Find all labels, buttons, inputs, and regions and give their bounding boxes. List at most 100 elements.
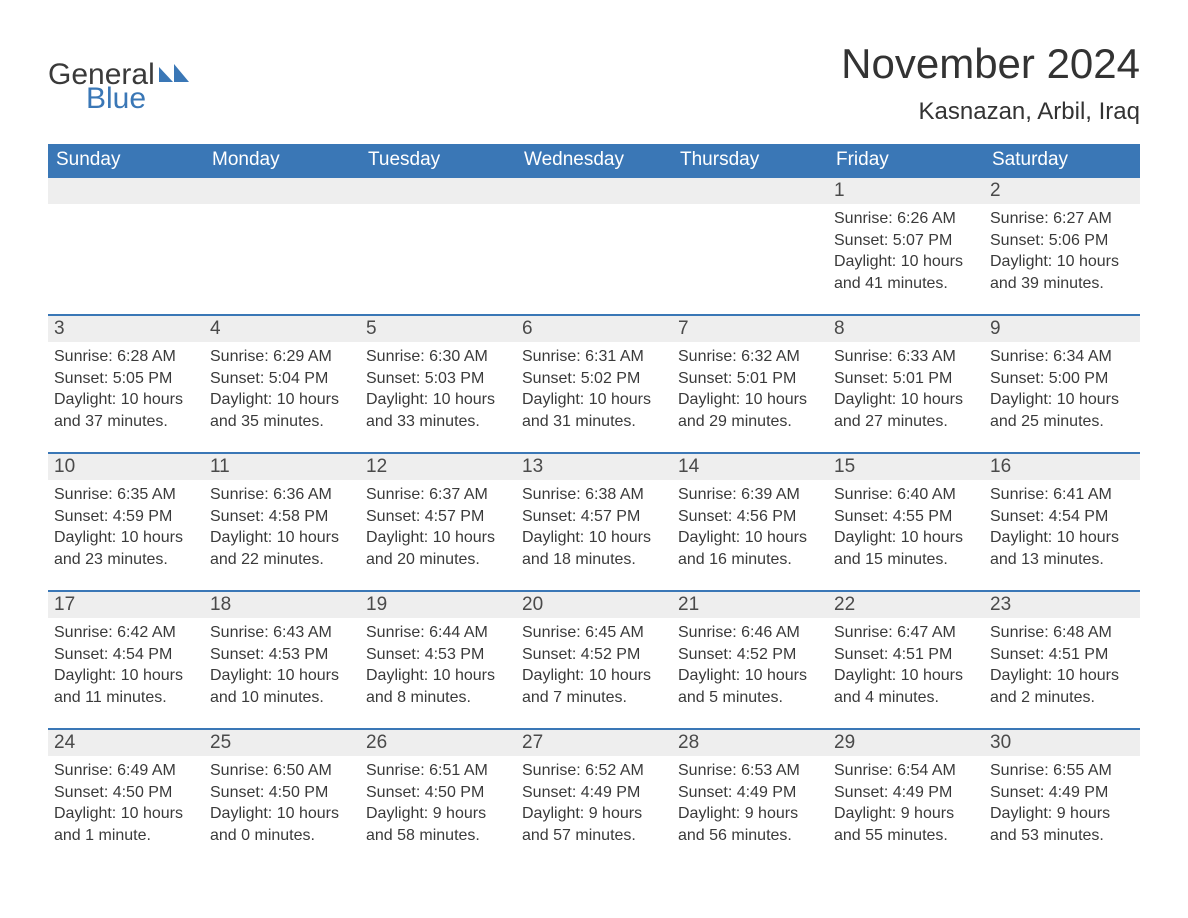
day-details: Sunrise: 6:51 AMSunset: 4:50 PMDaylight:… — [360, 756, 516, 852]
calendar-day-cell: 29Sunrise: 6:54 AMSunset: 4:49 PMDayligh… — [828, 728, 984, 866]
calendar-header-cell: Wednesday — [516, 144, 672, 176]
logo-flag-icon — [159, 64, 189, 88]
calendar-day-cell: 19Sunrise: 6:44 AMSunset: 4:53 PMDayligh… — [360, 590, 516, 728]
sunset-line: Sunset: 4:57 PM — [366, 506, 510, 528]
calendar-header-cell: Friday — [828, 144, 984, 176]
daylight-line: Daylight: 10 hours and 2 minutes. — [990, 665, 1134, 708]
sunset-line: Sunset: 4:51 PM — [834, 644, 978, 666]
day-details: Sunrise: 6:28 AMSunset: 5:05 PMDaylight:… — [48, 342, 204, 438]
day-number: 10 — [48, 452, 204, 480]
sunset-line: Sunset: 4:51 PM — [990, 644, 1134, 666]
logo-word-blue: Blue — [86, 84, 189, 114]
day-details: Sunrise: 6:47 AMSunset: 4:51 PMDaylight:… — [828, 618, 984, 714]
daylight-line: Daylight: 9 hours and 56 minutes. — [678, 803, 822, 846]
day-details: Sunrise: 6:39 AMSunset: 4:56 PMDaylight:… — [672, 480, 828, 576]
title-block: November 2024 Kasnazan, Arbil, Iraq — [841, 40, 1140, 126]
day-details: Sunrise: 6:55 AMSunset: 4:49 PMDaylight:… — [984, 756, 1140, 852]
calendar-day-cell: 25Sunrise: 6:50 AMSunset: 4:50 PMDayligh… — [204, 728, 360, 866]
daylight-line: Daylight: 10 hours and 22 minutes. — [210, 527, 354, 570]
calendar-day-cell — [48, 176, 204, 314]
calendar-day-cell: 2Sunrise: 6:27 AMSunset: 5:06 PMDaylight… — [984, 176, 1140, 314]
calendar-table: SundayMondayTuesdayWednesdayThursdayFrid… — [48, 144, 1140, 866]
day-details: Sunrise: 6:45 AMSunset: 4:52 PMDaylight:… — [516, 618, 672, 714]
day-details: Sunrise: 6:32 AMSunset: 5:01 PMDaylight:… — [672, 342, 828, 438]
day-number: 13 — [516, 452, 672, 480]
calendar-day-cell — [204, 176, 360, 314]
day-details: Sunrise: 6:37 AMSunset: 4:57 PMDaylight:… — [360, 480, 516, 576]
sunset-line: Sunset: 4:53 PM — [366, 644, 510, 666]
sunrise-line: Sunrise: 6:30 AM — [366, 346, 510, 368]
day-number: 29 — [828, 728, 984, 756]
sunrise-line: Sunrise: 6:41 AM — [990, 484, 1134, 506]
day-details: Sunrise: 6:38 AMSunset: 4:57 PMDaylight:… — [516, 480, 672, 576]
daylight-line: Daylight: 9 hours and 58 minutes. — [366, 803, 510, 846]
sunset-line: Sunset: 4:52 PM — [522, 644, 666, 666]
day-number: 25 — [204, 728, 360, 756]
sunrise-line: Sunrise: 6:52 AM — [522, 760, 666, 782]
sunrise-line: Sunrise: 6:36 AM — [210, 484, 354, 506]
calendar-header-row: SundayMondayTuesdayWednesdayThursdayFrid… — [48, 144, 1140, 176]
day-number — [672, 176, 828, 204]
sunset-line: Sunset: 5:01 PM — [678, 368, 822, 390]
daylight-line: Daylight: 10 hours and 18 minutes. — [522, 527, 666, 570]
day-number: 19 — [360, 590, 516, 618]
daylight-line: Daylight: 9 hours and 55 minutes. — [834, 803, 978, 846]
sunset-line: Sunset: 4:57 PM — [522, 506, 666, 528]
sunset-line: Sunset: 5:01 PM — [834, 368, 978, 390]
daylight-line: Daylight: 10 hours and 29 minutes. — [678, 389, 822, 432]
day-details: Sunrise: 6:53 AMSunset: 4:49 PMDaylight:… — [672, 756, 828, 852]
calendar-day-cell: 26Sunrise: 6:51 AMSunset: 4:50 PMDayligh… — [360, 728, 516, 866]
calendar-week-row: 3Sunrise: 6:28 AMSunset: 5:05 PMDaylight… — [48, 314, 1140, 452]
calendar-day-cell: 8Sunrise: 6:33 AMSunset: 5:01 PMDaylight… — [828, 314, 984, 452]
calendar-day-cell: 16Sunrise: 6:41 AMSunset: 4:54 PMDayligh… — [984, 452, 1140, 590]
day-number: 26 — [360, 728, 516, 756]
calendar-day-cell: 15Sunrise: 6:40 AMSunset: 4:55 PMDayligh… — [828, 452, 984, 590]
day-details: Sunrise: 6:41 AMSunset: 4:54 PMDaylight:… — [984, 480, 1140, 576]
day-details: Sunrise: 6:27 AMSunset: 5:06 PMDaylight:… — [984, 204, 1140, 300]
calendar-day-cell — [360, 176, 516, 314]
day-number: 12 — [360, 452, 516, 480]
day-number: 27 — [516, 728, 672, 756]
sunrise-line: Sunrise: 6:48 AM — [990, 622, 1134, 644]
day-details: Sunrise: 6:42 AMSunset: 4:54 PMDaylight:… — [48, 618, 204, 714]
daylight-line: Daylight: 10 hours and 31 minutes. — [522, 389, 666, 432]
day-number: 18 — [204, 590, 360, 618]
logo: General Blue — [48, 40, 189, 114]
calendar-day-cell: 20Sunrise: 6:45 AMSunset: 4:52 PMDayligh… — [516, 590, 672, 728]
calendar-header-cell: Thursday — [672, 144, 828, 176]
calendar-day-cell: 4Sunrise: 6:29 AMSunset: 5:04 PMDaylight… — [204, 314, 360, 452]
daylight-line: Daylight: 10 hours and 13 minutes. — [990, 527, 1134, 570]
sunrise-line: Sunrise: 6:26 AM — [834, 208, 978, 230]
day-number — [516, 176, 672, 204]
daylight-line: Daylight: 10 hours and 25 minutes. — [990, 389, 1134, 432]
daylight-line: Daylight: 10 hours and 41 minutes. — [834, 251, 978, 294]
sunset-line: Sunset: 4:49 PM — [678, 782, 822, 804]
sunrise-line: Sunrise: 6:54 AM — [834, 760, 978, 782]
calendar-day-cell: 7Sunrise: 6:32 AMSunset: 5:01 PMDaylight… — [672, 314, 828, 452]
daylight-line: Daylight: 10 hours and 11 minutes. — [54, 665, 198, 708]
sunrise-line: Sunrise: 6:55 AM — [990, 760, 1134, 782]
sunrise-line: Sunrise: 6:32 AM — [678, 346, 822, 368]
day-details: Sunrise: 6:46 AMSunset: 4:52 PMDaylight:… — [672, 618, 828, 714]
daylight-line: Daylight: 10 hours and 27 minutes. — [834, 389, 978, 432]
day-details: Sunrise: 6:43 AMSunset: 4:53 PMDaylight:… — [204, 618, 360, 714]
calendar-day-cell: 13Sunrise: 6:38 AMSunset: 4:57 PMDayligh… — [516, 452, 672, 590]
day-details: Sunrise: 6:35 AMSunset: 4:59 PMDaylight:… — [48, 480, 204, 576]
day-details: Sunrise: 6:49 AMSunset: 4:50 PMDaylight:… — [48, 756, 204, 852]
day-number: 22 — [828, 590, 984, 618]
day-details: Sunrise: 6:30 AMSunset: 5:03 PMDaylight:… — [360, 342, 516, 438]
day-details: Sunrise: 6:54 AMSunset: 4:49 PMDaylight:… — [828, 756, 984, 852]
day-number: 4 — [204, 314, 360, 342]
calendar-body: 1Sunrise: 6:26 AMSunset: 5:07 PMDaylight… — [48, 176, 1140, 866]
sunrise-line: Sunrise: 6:29 AM — [210, 346, 354, 368]
sunrise-line: Sunrise: 6:44 AM — [366, 622, 510, 644]
daylight-line: Daylight: 10 hours and 15 minutes. — [834, 527, 978, 570]
sunset-line: Sunset: 5:03 PM — [366, 368, 510, 390]
sunrise-line: Sunrise: 6:53 AM — [678, 760, 822, 782]
calendar-header-cell: Saturday — [984, 144, 1140, 176]
header: General Blue November 2024 Kasnazan, Arb… — [48, 40, 1140, 126]
sunset-line: Sunset: 4:54 PM — [54, 644, 198, 666]
day-number: 11 — [204, 452, 360, 480]
calendar-day-cell: 23Sunrise: 6:48 AMSunset: 4:51 PMDayligh… — [984, 590, 1140, 728]
sunrise-line: Sunrise: 6:38 AM — [522, 484, 666, 506]
